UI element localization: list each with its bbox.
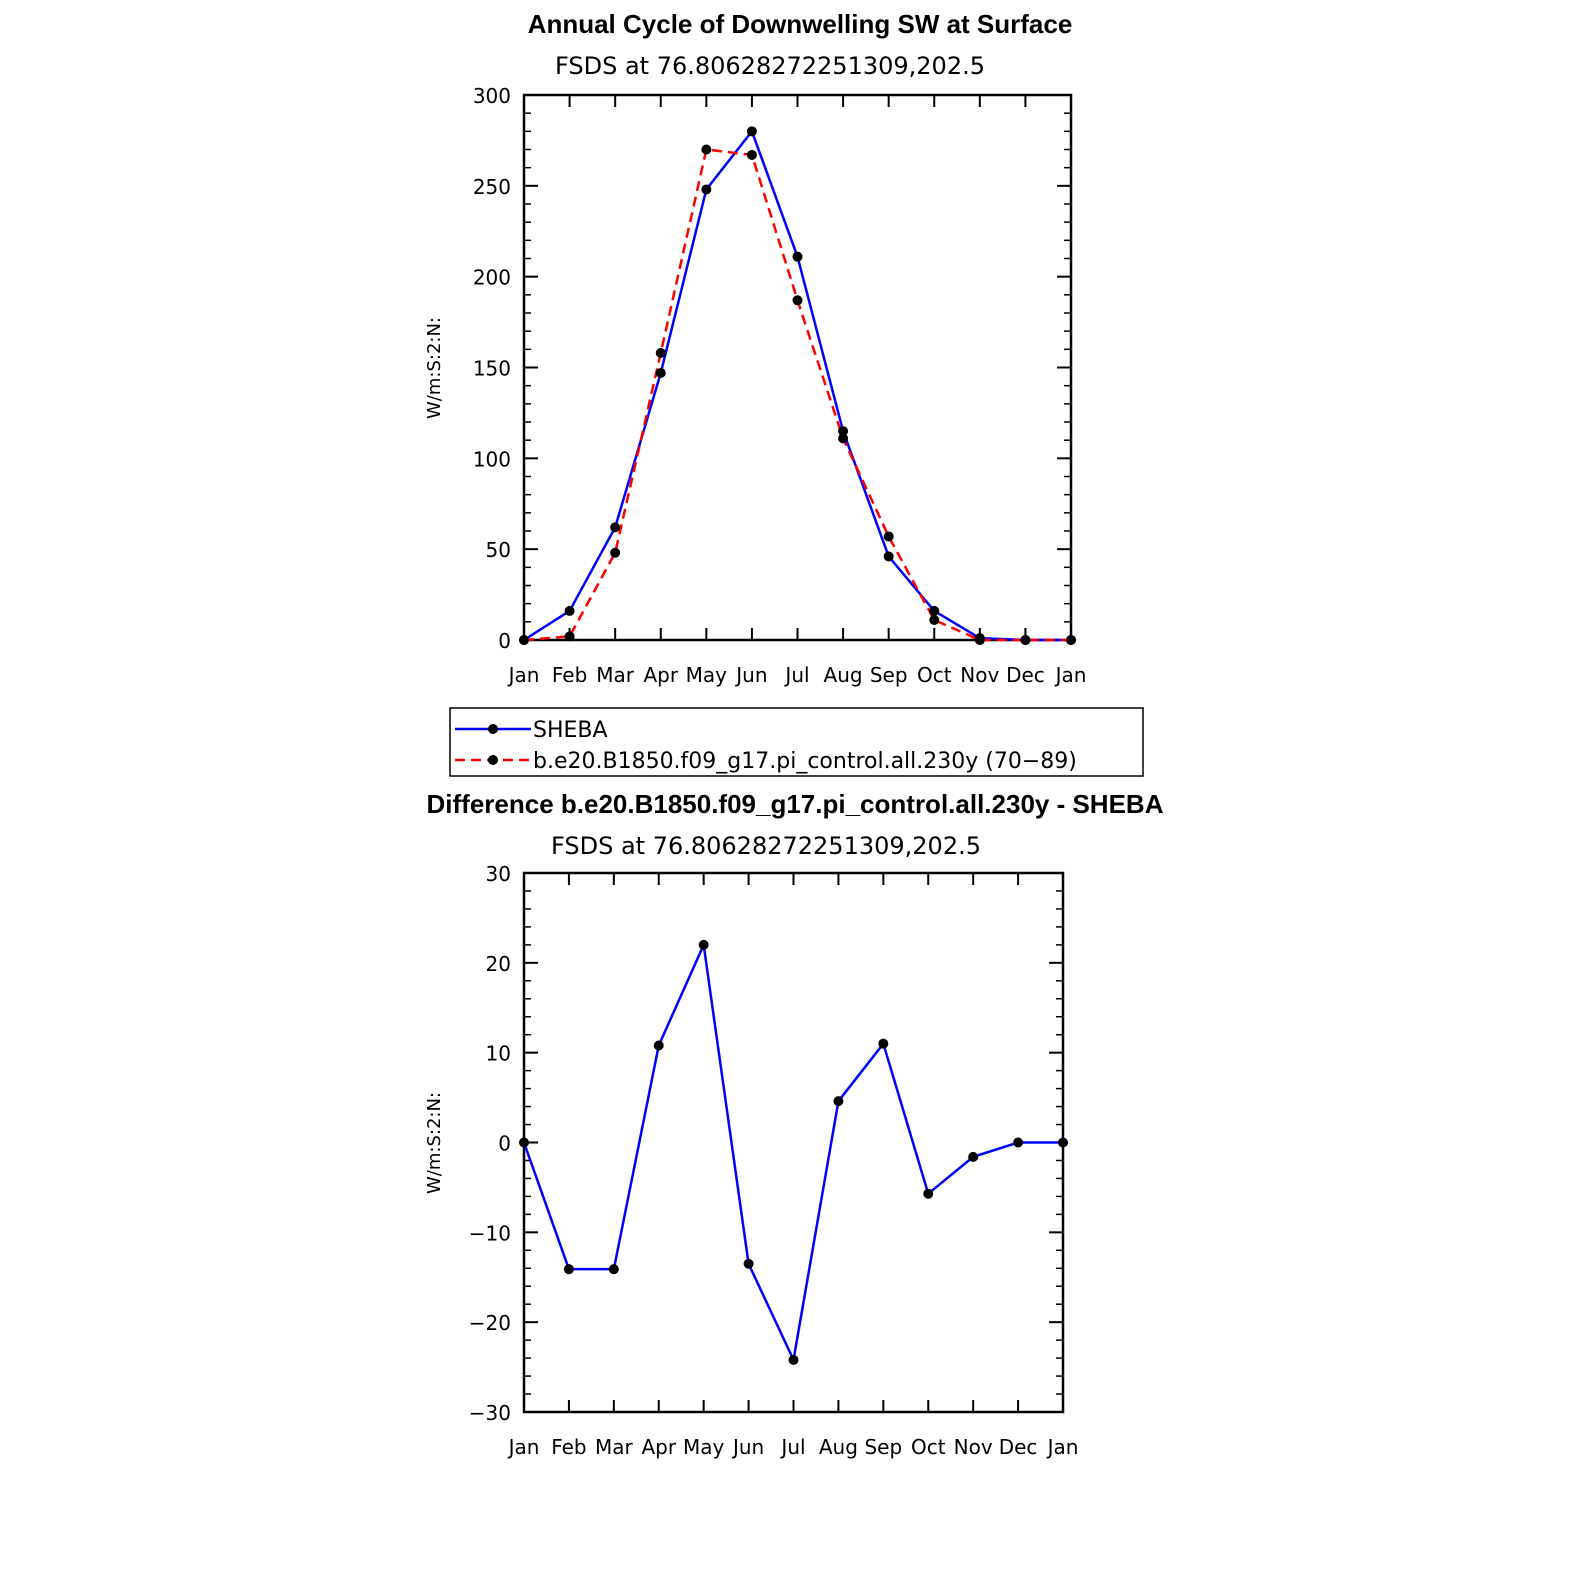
bottom-y-tick-label: −10 — [469, 1221, 511, 1245]
top-series-1-point — [701, 144, 712, 155]
top-x-tick-label: Jun — [734, 663, 767, 687]
bottom-x-tick-label: Nov — [954, 1435, 993, 1459]
legend-marker-model — [488, 755, 498, 765]
top-plot-area: Jan Feb Mar Apr May Jun Jul Aug Sep Oct Nov Dec Jan 0… — [473, 84, 1087, 687]
bottom-series-0-point — [878, 1038, 889, 1049]
top-x-tick-label: Feb — [552, 663, 587, 687]
top-x-tick-label: Dec — [1006, 663, 1045, 687]
bottom-x-tick-label: Oct — [911, 1435, 946, 1459]
legend-box — [449, 707, 1144, 777]
bottom-series-0-point — [788, 1354, 799, 1365]
top-x-tick-label: Aug — [824, 663, 863, 687]
bottom-chart-title: Difference b.e20.B1850.f09_g17.pi_contro… — [427, 789, 1164, 819]
top-series-1-point — [838, 433, 849, 444]
top-x-tick-label: Oct — [917, 663, 952, 687]
top-chart-y-axis-label: W/m:S:2:N: — [424, 317, 445, 419]
bottom-x-tick-label: Aug — [819, 1435, 858, 1459]
bottom-series-0-point — [608, 1264, 619, 1275]
bottom-chart-y-axis-label: W/m:S:2:N: — [424, 1092, 445, 1194]
bottom-y-tick-label: 20 — [486, 952, 511, 976]
top-y-tick-label: 250 — [473, 175, 511, 199]
bottom-series-0-point — [833, 1096, 844, 1107]
top-series-1-point — [564, 631, 575, 642]
bottom-x-tick-label: May — [683, 1435, 725, 1459]
top-series-0-point — [701, 184, 712, 195]
top-chart-title: Annual Cycle of Downwelling SW at Surfac… — [528, 9, 1073, 39]
bottom-x-tick-label: Mar — [595, 1435, 634, 1459]
top-series-1-point — [746, 149, 757, 160]
top-chart-legend: SHEBA b.e20.B1850.f09_g17.pi_control.all… — [449, 707, 1144, 777]
bottom-chart-subtitle: FSDS at 76.80628272251309,202.5 — [551, 832, 981, 860]
top-x-tick-label: Jul — [783, 663, 809, 687]
top-x-tick-label: Nov — [960, 663, 999, 687]
bottom-y-tick-label: −20 — [469, 1311, 511, 1335]
top-series-0-point — [655, 367, 666, 378]
bottom-y-tick-label: 0 — [498, 1132, 511, 1156]
top-y-tick-label: 50 — [486, 538, 511, 562]
top-y-tick-label: 300 — [473, 84, 511, 108]
bottom-plot-area: Jan Feb Mar Apr May Jun Jul Aug Sep Oct Nov Dec Jan −… — [469, 862, 1079, 1459]
top-series-line-0 — [523, 130, 1071, 642]
top-series-1-point — [974, 635, 985, 645]
top-x-tick-label: Mar — [596, 663, 635, 687]
top-y-tick-label: 0 — [498, 629, 511, 653]
top-series-1-point — [1020, 635, 1031, 645]
bottom-series-0-point — [1058, 1137, 1068, 1148]
bottom-series-0-point — [968, 1151, 979, 1162]
top-series-0-point — [792, 251, 803, 262]
bottom-x-tick-label: Jan — [507, 1435, 540, 1459]
bottom-x-tick-label: Jun — [731, 1435, 764, 1459]
bottom-series-0-point — [1013, 1137, 1024, 1148]
bottom-y-tick-label: 30 — [486, 862, 511, 886]
top-series-1-point — [519, 635, 529, 645]
top-x-tick-label: Jan — [507, 663, 540, 687]
top-series-0-point — [610, 522, 621, 533]
top-series-1-point — [1066, 635, 1076, 645]
bottom-series-0-point — [653, 1040, 664, 1051]
legend-label-sheba: SHEBA — [533, 718, 608, 743]
top-x-tick-label: Apr — [643, 663, 678, 687]
top-plot-frame — [522, 93, 1073, 642]
top-series-0-point — [564, 605, 575, 616]
bottom-y-tick-label: 10 — [486, 1042, 511, 1066]
bottom-x-tick-label: Jul — [779, 1435, 805, 1459]
top-y-tick-label: 150 — [473, 357, 511, 381]
top-series-line-1 — [523, 148, 1071, 642]
legend-label-model: b.e20.B1850.f09_g17.pi_control.all.230y … — [533, 749, 1077, 774]
top-x-tick-label: Sep — [870, 663, 908, 687]
top-y-tick-label: 100 — [473, 447, 511, 471]
bottom-series-0-point — [743, 1258, 754, 1269]
top-y-tick-label: 200 — [473, 266, 511, 290]
bottom-plot-frame — [522, 871, 1065, 1414]
bottom-series-0-point — [563, 1264, 574, 1275]
top-series-0-point — [838, 426, 849, 437]
top-series-1-point — [610, 547, 621, 558]
top-series-0-point — [929, 605, 940, 616]
bottom-series-line-0 — [522, 943, 1063, 1362]
top-series-1-point — [792, 295, 803, 306]
bottom-series-0-point — [519, 1137, 529, 1148]
top-chart-subtitle: FSDS at 76.80628272251309,202.5 — [555, 52, 985, 80]
bottom-x-tick-label: Jan — [1046, 1435, 1079, 1459]
top-x-tick-label: May — [686, 663, 728, 687]
top-series-0-point — [746, 126, 757, 137]
top-series-1-point — [655, 347, 666, 358]
bottom-x-tick-label: Sep — [864, 1435, 902, 1459]
bottom-x-tick-label: Feb — [551, 1435, 586, 1459]
bottom-series-0-point — [698, 939, 709, 950]
top-series-1-point — [883, 531, 894, 542]
top-series-1-point — [929, 615, 940, 626]
legend-marker-sheba — [488, 724, 498, 734]
bottom-y-tick-label: −30 — [469, 1401, 511, 1425]
top-x-tick-label: Jan — [1054, 663, 1087, 687]
top-series-0-point — [883, 551, 894, 562]
bottom-x-tick-label: Apr — [641, 1435, 676, 1459]
bottom-series-0-point — [923, 1188, 934, 1199]
bottom-x-tick-label: Dec — [999, 1435, 1038, 1459]
